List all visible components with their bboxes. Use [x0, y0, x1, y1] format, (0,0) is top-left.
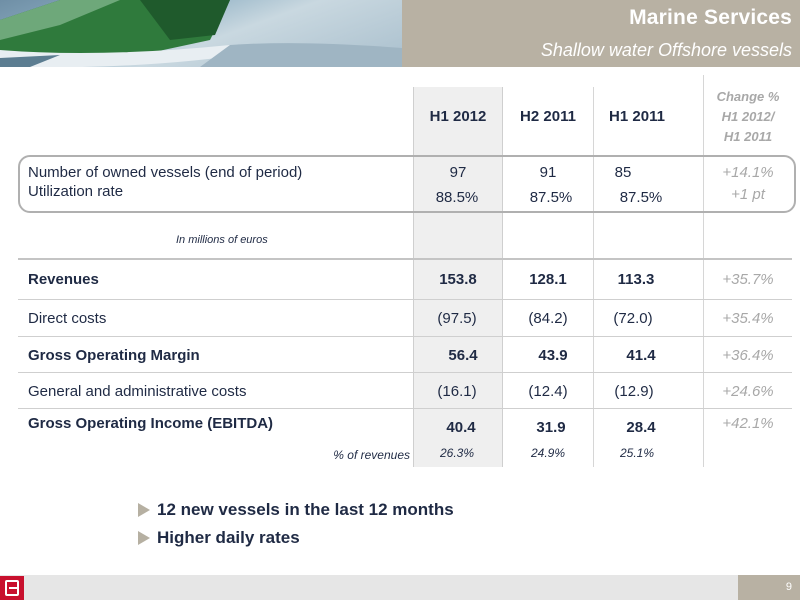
- revenues-h1-2011: 113.3: [617, 271, 655, 288]
- column-header-change: Change % H1 2012/ H1 2011: [703, 87, 793, 147]
- row-label-direct-costs: Direct costs: [28, 310, 107, 327]
- h1-2012-column-highlight: [413, 87, 503, 467]
- gom-change: +36.4%: [722, 347, 774, 364]
- page-number-box: 9: [738, 575, 800, 600]
- revenues-h1-2012: 153.8: [439, 271, 477, 288]
- vessels-h1-2011: 85: [614, 164, 632, 181]
- header-band: Marine Services Shallow water Offshore v…: [402, 0, 800, 67]
- column-divider: [703, 75, 704, 467]
- utilization-h2-2011: 87.5%: [529, 189, 573, 206]
- vessels-change: +14.1%: [722, 164, 774, 181]
- column-header-h1-2011: H1 2011: [609, 108, 665, 125]
- unit-note: In millions of euros: [176, 234, 268, 246]
- column-header-h2-2011: H2 2011: [520, 108, 576, 125]
- pct-revenues-h2-2011: 24.9%: [530, 446, 566, 460]
- ga-costs-change: +24.6%: [722, 383, 774, 400]
- bourbon-logo-icon: [0, 576, 24, 600]
- change-header-line: H1 2012/: [721, 109, 775, 124]
- change-header-line: Change %: [716, 89, 780, 104]
- highlight-text: 12 new vessels in the last 12 months: [157, 500, 454, 519]
- column-header-h1-2012: H1 2012: [429, 108, 487, 125]
- ebitda-h1-2012: 40.4: [446, 419, 476, 436]
- revenues-change: +35.7%: [722, 271, 774, 288]
- pct-revenues-h1-2011: 25.1%: [619, 446, 655, 460]
- footer-bar: [0, 575, 800, 600]
- triangle-bullet-icon: [138, 503, 150, 517]
- highlights-list: 12 new vessels in the last 12 months Hig…: [138, 496, 454, 552]
- vessel-hull-image: [0, 0, 402, 67]
- ebitda-h1-2011: 28.4: [626, 419, 656, 436]
- utilization-label: Utilization rate: [28, 183, 124, 200]
- gom-h1-2012: 56.4: [448, 347, 478, 364]
- direct-costs-h1-2011: (72.0): [613, 310, 653, 327]
- fleet-metrics-box: [18, 155, 796, 213]
- ebitda-h2-2011: 31.9: [536, 419, 566, 436]
- row-divider: [18, 258, 792, 260]
- ga-costs-h1-2012: (16.1): [437, 383, 477, 400]
- pct-revenues-h1-2012: 26.3%: [439, 446, 475, 460]
- page-title: Marine Services: [629, 6, 792, 29]
- triangle-bullet-icon: [138, 531, 150, 545]
- row-label-ebitda: Gross Operating Income (EBITDA): [28, 415, 274, 432]
- row-divider: [18, 408, 792, 409]
- utilization-h1-2012: 88.5%: [435, 189, 479, 206]
- vessels-h1-2012: 97: [449, 164, 467, 181]
- direct-costs-h2-2011: (84.2): [528, 310, 568, 327]
- row-label-gross-operating-margin: Gross Operating Margin: [28, 347, 200, 364]
- row-label-general-admin-costs: General and administrative costs: [28, 383, 247, 400]
- pct-revenues-label: % of revenues: [333, 448, 410, 462]
- row-divider: [18, 372, 792, 373]
- highlight-item: 12 new vessels in the last 12 months: [138, 496, 454, 524]
- vessels-h2-2011: 91: [539, 164, 557, 181]
- ebitda-change: +42.1%: [722, 415, 774, 432]
- direct-costs-change: +35.4%: [722, 310, 774, 327]
- page-subtitle: Shallow water Offshore vessels: [540, 40, 792, 60]
- revenues-h2-2011: 128.1: [529, 271, 567, 288]
- header-photo-vessel: [0, 0, 402, 67]
- change-header-line: H1 2011: [723, 129, 773, 144]
- utilization-change: +1 pt: [731, 186, 765, 203]
- row-divider: [18, 299, 792, 300]
- direct-costs-h1-2012: (97.5): [437, 310, 477, 327]
- highlight-text: Higher daily rates: [157, 528, 300, 547]
- ga-costs-h2-2011: (12.4): [528, 383, 568, 400]
- gom-h2-2011: 43.9: [538, 347, 568, 364]
- vessels-label: Number of owned vessels (end of period): [28, 164, 303, 181]
- page-number: 9: [785, 581, 792, 593]
- utilization-h1-2011: 87.5%: [619, 189, 663, 206]
- row-label-revenues: Revenues: [28, 271, 99, 288]
- highlight-item: Higher daily rates: [138, 524, 454, 552]
- ga-costs-h1-2011: (12.9): [614, 383, 654, 400]
- gom-h1-2011: 41.4: [626, 347, 656, 364]
- column-divider: [593, 87, 594, 467]
- row-divider: [18, 336, 792, 337]
